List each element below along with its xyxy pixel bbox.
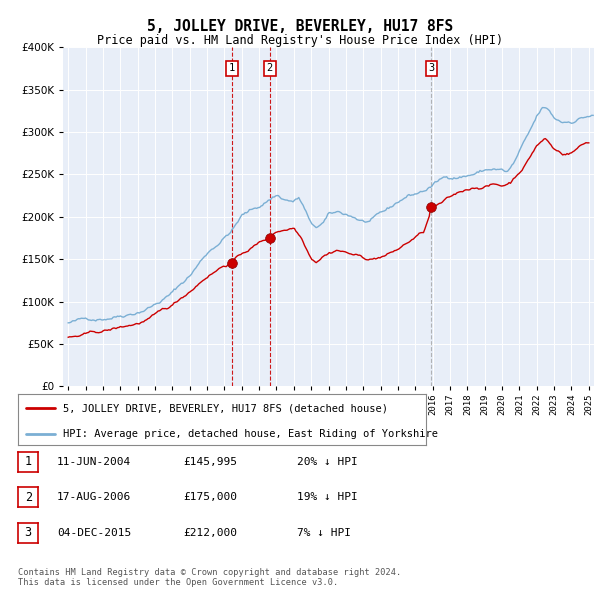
Text: 5, JOLLEY DRIVE, BEVERLEY, HU17 8FS (detached house): 5, JOLLEY DRIVE, BEVERLEY, HU17 8FS (det…: [63, 403, 388, 413]
Text: 3: 3: [428, 63, 434, 73]
Text: HPI: Average price, detached house, East Riding of Yorkshire: HPI: Average price, detached house, East…: [63, 429, 438, 439]
Text: 19% ↓ HPI: 19% ↓ HPI: [297, 493, 358, 502]
Text: 3: 3: [25, 526, 32, 539]
Text: 7% ↓ HPI: 7% ↓ HPI: [297, 528, 351, 537]
Text: £175,000: £175,000: [183, 493, 237, 502]
Text: 20% ↓ HPI: 20% ↓ HPI: [297, 457, 358, 467]
Text: 2: 2: [25, 491, 32, 504]
Text: Contains HM Land Registry data © Crown copyright and database right 2024.
This d: Contains HM Land Registry data © Crown c…: [18, 568, 401, 587]
Text: £212,000: £212,000: [183, 528, 237, 537]
Text: 1: 1: [229, 63, 235, 73]
Text: 1: 1: [25, 455, 32, 468]
Text: 04-DEC-2015: 04-DEC-2015: [57, 528, 131, 537]
Text: £145,995: £145,995: [183, 457, 237, 467]
Text: 5, JOLLEY DRIVE, BEVERLEY, HU17 8FS: 5, JOLLEY DRIVE, BEVERLEY, HU17 8FS: [147, 19, 453, 34]
Text: Price paid vs. HM Land Registry's House Price Index (HPI): Price paid vs. HM Land Registry's House …: [97, 34, 503, 47]
Text: 2: 2: [267, 63, 273, 73]
Text: 11-JUN-2004: 11-JUN-2004: [57, 457, 131, 467]
Text: 17-AUG-2006: 17-AUG-2006: [57, 493, 131, 502]
